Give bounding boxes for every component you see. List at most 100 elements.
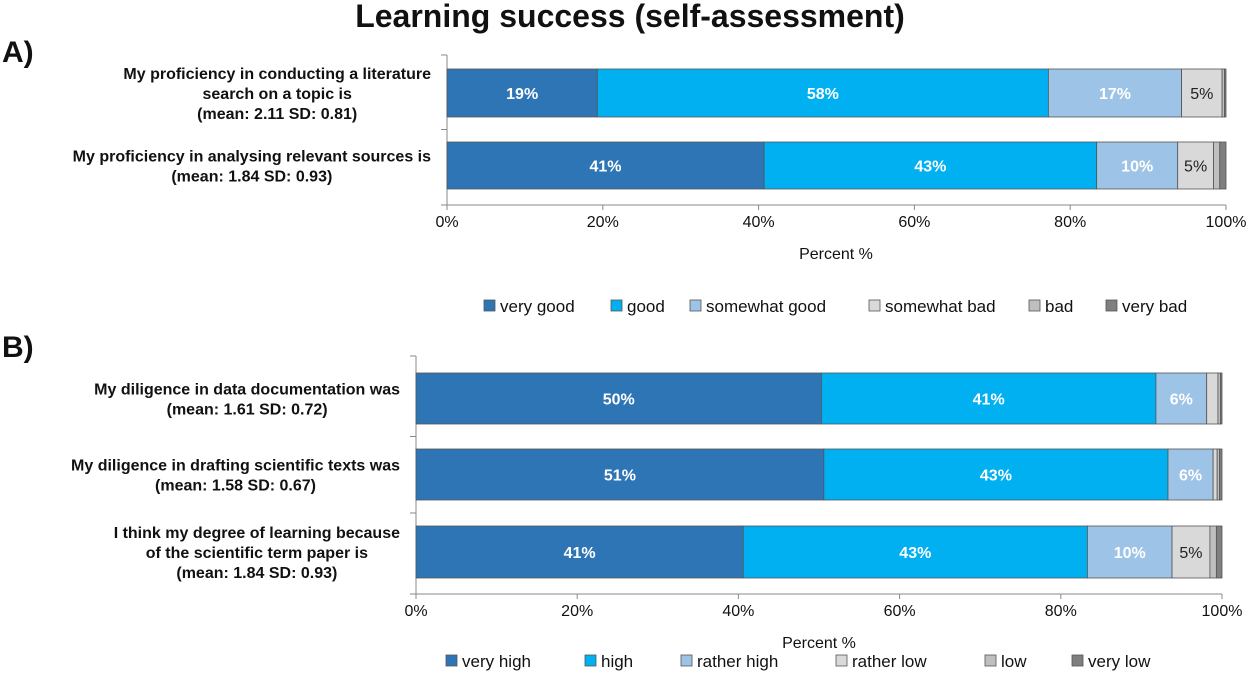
category-label-line: My proficiency in analysing relevant sou… <box>73 149 431 166</box>
bar-segment <box>1096 141 1179 190</box>
category-label-line: of the scientific term paper is <box>146 545 368 562</box>
legend-label: rather high <box>697 652 778 671</box>
category-label: My diligence in data documentation was (m… <box>94 382 400 419</box>
x-tick-label: 40% <box>722 603 754 620</box>
panel-a-label: A) <box>2 36 34 69</box>
data-label: 6% <box>1179 468 1202 485</box>
bar-segment <box>1167 448 1214 501</box>
data-label: 5% <box>1190 86 1213 103</box>
category-label-line: (mean: 1.61 SD: 0.72) <box>167 402 328 419</box>
data-label: 50% <box>603 392 635 409</box>
legend-swatch <box>483 299 496 312</box>
category-label-line: My diligence in drafting scientific text… <box>71 458 400 475</box>
legend-label: somewhat good <box>706 297 826 316</box>
legend-label: very bad <box>1122 297 1187 316</box>
bar-segment <box>415 372 822 425</box>
x-tick-label: 20% <box>561 603 593 620</box>
category-label: I think my degree of learning because of … <box>114 525 400 582</box>
data-label: 5% <box>1184 159 1207 176</box>
category-label: My diligence in drafting scientific text… <box>71 458 400 495</box>
bar-segment <box>1047 68 1182 118</box>
legend-label: very low <box>1088 652 1151 671</box>
legend-label: rather low <box>852 652 927 671</box>
legend-label: bad <box>1045 297 1073 316</box>
panel-b-chart: 0% 20% 40% 60% 80% 100% 50% 41% 6% My diligence i… <box>71 355 1243 671</box>
x-tick-label: 20% <box>587 214 619 231</box>
data-label: 43% <box>899 545 931 562</box>
bar-segment <box>1219 372 1223 425</box>
category-label-line: My diligence in data documentation was <box>94 382 400 399</box>
x-tick-label: 40% <box>743 214 775 231</box>
legend-label: low <box>1001 652 1027 671</box>
data-label: 10% <box>1121 159 1153 176</box>
legend-swatch <box>868 299 881 312</box>
bar-segment <box>823 448 1169 501</box>
bar-segment <box>1219 448 1223 501</box>
data-label: 43% <box>980 468 1012 485</box>
x-tick-label: 80% <box>1045 603 1077 620</box>
bar-segment <box>821 372 1157 425</box>
panel-b-label: B) <box>2 331 34 364</box>
data-label: 41% <box>564 545 596 562</box>
panel-a-chart: 0% 20% 40% 60% 80% 100% 19% 58% 17% 5% My proficie… <box>73 54 1247 316</box>
bar-segment <box>1209 525 1217 579</box>
x-tick-label: 0% <box>404 603 427 620</box>
bar-segment <box>446 68 598 118</box>
legend-swatch <box>1071 654 1084 667</box>
bar-segment <box>1215 525 1223 579</box>
category-label-line: My proficiency in conducting a literatur… <box>123 66 431 83</box>
legend-swatch <box>445 654 458 667</box>
legend-swatch <box>610 299 623 312</box>
bar-segment <box>1224 68 1227 118</box>
legend-swatch <box>835 654 848 667</box>
x-tick-label: 60% <box>884 603 916 620</box>
chart-title: Learning success (self-assessment) <box>355 0 905 34</box>
bar-segment <box>415 448 825 501</box>
legend-label: very high <box>462 652 531 671</box>
bar-segment <box>415 525 744 579</box>
category-label-line: (mean: 1.84 SD: 0.93) <box>176 565 337 582</box>
panel-b-x-axis-label: Percent % <box>782 635 856 652</box>
bar-segment <box>1177 141 1214 190</box>
data-label: 43% <box>914 159 946 176</box>
bar-segment <box>1213 141 1221 190</box>
data-label: 41% <box>973 392 1005 409</box>
legend-label: very good <box>500 297 575 316</box>
category-label-line: search on a topic is <box>203 86 352 103</box>
x-tick-label: 80% <box>1054 214 1086 231</box>
x-tick-label: 0% <box>435 214 458 231</box>
data-label: 5% <box>1179 545 1202 562</box>
legend-swatch <box>584 654 597 667</box>
bar-segment <box>1212 448 1218 501</box>
legend-swatch <box>984 654 997 667</box>
legend-swatch <box>689 299 702 312</box>
category-label-line: (mean: 1.58 SD: 0.67) <box>155 478 316 495</box>
legend-label: somewhat bad <box>885 297 996 316</box>
category-label-line: (mean: 2.11 SD: 0.81) <box>197 106 357 123</box>
legend-label: high <box>601 652 633 671</box>
data-label: 19% <box>506 86 538 103</box>
data-label: 58% <box>807 86 839 103</box>
bar-segment <box>1155 372 1208 425</box>
bar-segment <box>596 68 1049 118</box>
data-label: 10% <box>1114 545 1146 562</box>
x-tick-label: 60% <box>898 214 930 231</box>
category-label-line: I think my degree of learning because <box>114 525 400 542</box>
bar-segment <box>742 525 1088 579</box>
bar-segment <box>1181 68 1223 118</box>
legend-swatch <box>680 654 693 667</box>
data-label: 6% <box>1170 392 1193 409</box>
x-tick-label: 100% <box>1206 214 1247 231</box>
category-label: My proficiency in analysing relevant sou… <box>73 149 431 186</box>
category-label: My proficiency in conducting a literatur… <box>123 66 431 123</box>
data-label: 51% <box>604 468 636 485</box>
data-label: 41% <box>590 159 622 176</box>
bar-segment <box>1206 372 1219 425</box>
legend-label: good <box>627 297 665 316</box>
bar-segment <box>1171 525 1211 579</box>
panel-a-x-axis-label: Percent % <box>799 246 873 263</box>
data-label: 17% <box>1099 86 1131 103</box>
x-tick-label: 100% <box>1202 603 1243 620</box>
legend-swatch <box>1105 299 1118 312</box>
